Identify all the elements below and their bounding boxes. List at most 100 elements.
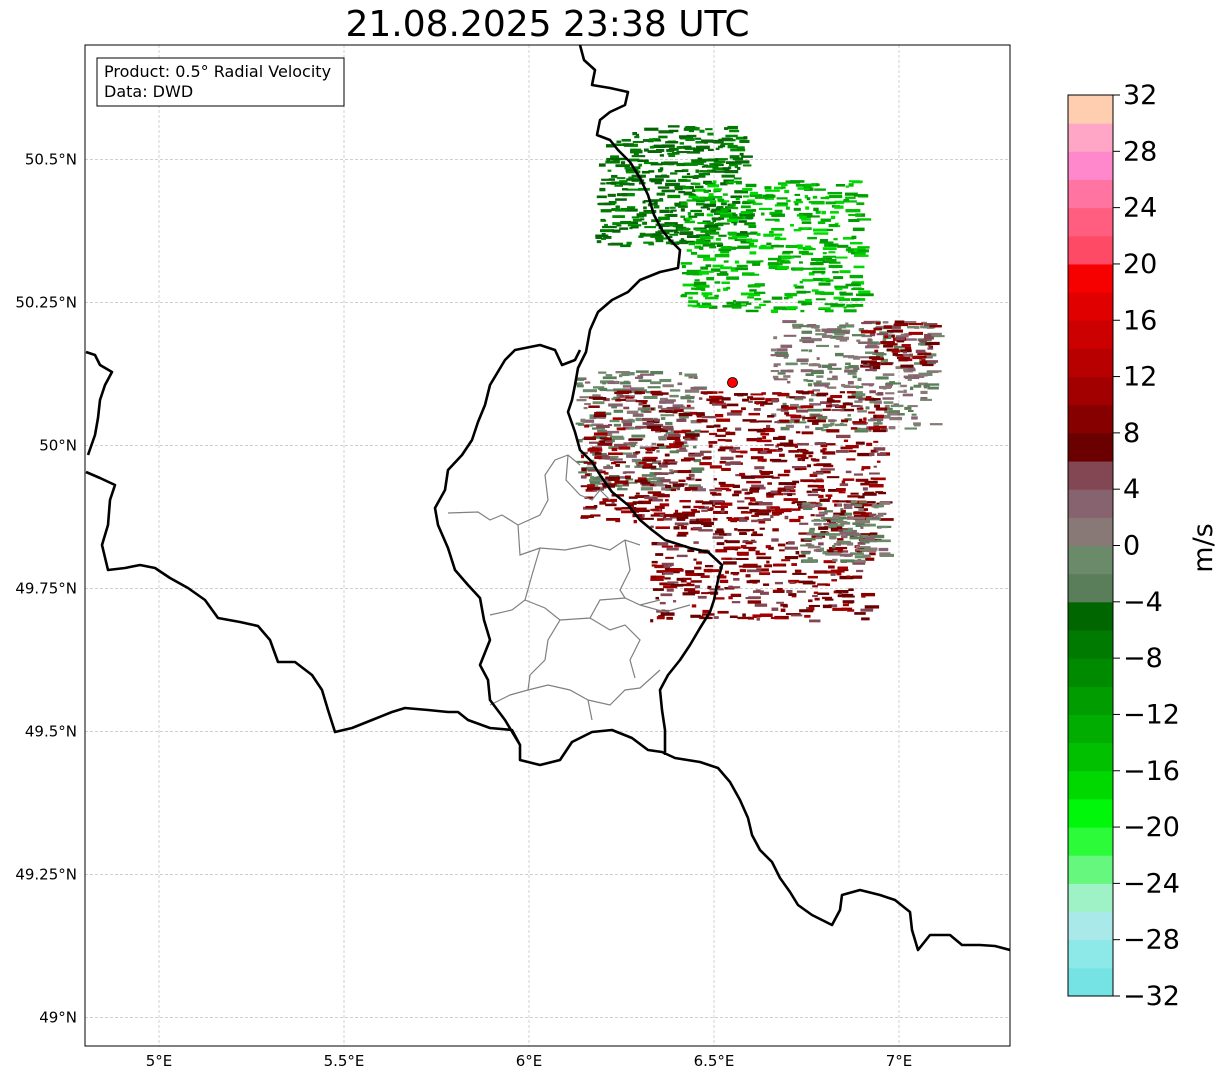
echo-pixel <box>655 480 664 484</box>
echo-pixel <box>679 142 685 145</box>
echo-pixel <box>871 357 884 361</box>
echo-pixel <box>869 540 878 543</box>
echo-pixel <box>734 260 740 264</box>
echo-pixel <box>669 210 674 214</box>
echo-pixel <box>816 357 820 360</box>
echo-pixel <box>801 349 808 352</box>
echo-pixel <box>694 245 701 249</box>
echo-pixel <box>735 234 749 237</box>
echo-pixel <box>874 404 880 408</box>
echo-pixel <box>582 451 588 455</box>
echo-pixel <box>693 458 702 463</box>
echo-pixel <box>703 164 708 168</box>
echo-pixel <box>731 601 741 604</box>
echo-pixel <box>789 403 799 407</box>
echo-pixel <box>700 391 713 394</box>
echo-pixel <box>610 242 623 246</box>
echo-pixel <box>811 258 825 261</box>
echo-pixel <box>873 505 879 509</box>
echo-pixel <box>622 388 636 392</box>
echo-pixel <box>674 522 689 526</box>
echo-pixel <box>667 436 681 441</box>
echo-pixel <box>785 362 798 366</box>
echo-pixel <box>682 436 696 439</box>
echo-pixel <box>736 146 745 150</box>
info-box: Product: 0.5° Radial Velocity Data: DWD <box>96 57 345 107</box>
echo-pixel <box>721 174 735 178</box>
echo-pixel <box>835 404 840 408</box>
echo-pixel <box>795 431 801 434</box>
echo-pixel <box>605 481 612 485</box>
echo-pixel <box>643 148 649 152</box>
echo-pixel <box>806 490 818 494</box>
echo-pixel <box>771 296 783 300</box>
echo-pixel <box>686 172 691 176</box>
echo-pixel <box>587 448 603 452</box>
echo-pixel <box>876 333 889 336</box>
echo-pixel <box>616 427 626 431</box>
echo-pixel <box>920 398 932 401</box>
echo-pixel <box>666 213 678 217</box>
echo-pixel <box>787 493 793 497</box>
echo-pixel <box>697 254 711 258</box>
echo-pixel <box>766 560 770 564</box>
echo-pixel <box>840 509 846 514</box>
echo-pixel <box>608 446 622 450</box>
echo-pixel <box>669 444 677 447</box>
echo-pixel <box>719 212 732 215</box>
echo-pixel <box>904 376 920 380</box>
echo-pixel <box>659 209 670 214</box>
echo-pixel <box>711 217 725 220</box>
echo-pixel <box>576 438 583 443</box>
echo-pixel <box>660 427 674 431</box>
echo-pixel <box>808 272 815 276</box>
echo-pixel <box>649 474 654 478</box>
echo-pixel <box>719 271 728 275</box>
echo-pixel <box>693 196 700 199</box>
echo-pixel <box>605 144 615 148</box>
echo-pixel <box>794 285 804 289</box>
echo-pixel <box>823 424 829 429</box>
echo-pixel <box>865 351 876 354</box>
echo-pixel <box>644 407 656 411</box>
echo-pixel <box>678 412 693 417</box>
echo-pixel <box>617 488 628 491</box>
echo-pixel <box>794 454 807 458</box>
echo-pixel <box>745 574 751 578</box>
echo-pixel <box>635 370 649 373</box>
echo-pixel <box>727 412 742 416</box>
echo-pixel <box>707 304 712 308</box>
echo-pixel <box>705 297 719 300</box>
echo-pixel <box>869 365 874 370</box>
echo-pixel <box>736 264 748 268</box>
echo-pixel <box>872 398 881 401</box>
echo-pixel <box>658 135 668 139</box>
echo-pixel <box>727 125 738 130</box>
echo-pixel <box>576 460 588 463</box>
echo-pixel <box>872 429 887 433</box>
echo-pixel <box>729 155 740 159</box>
echo-pixel <box>690 508 698 512</box>
echo-pixel <box>663 161 678 165</box>
echo-pixel <box>782 488 786 491</box>
colorbar-tick-label: −20 <box>1123 812 1180 843</box>
echo-pixel <box>687 549 695 553</box>
echo-pixel <box>737 238 753 242</box>
echo-pixel <box>664 223 676 227</box>
echo-pixel <box>652 498 663 502</box>
echo-pixel <box>799 215 807 219</box>
echo-pixel <box>740 292 753 296</box>
info-data-source: Data: DWD <box>104 82 193 101</box>
echo-pixel <box>699 270 714 273</box>
echo-pixel <box>828 243 836 247</box>
echo-pixel <box>780 256 795 259</box>
echo-pixel <box>848 450 857 453</box>
echo-pixel <box>707 148 714 152</box>
echo-pixel <box>658 436 668 440</box>
echo-pixel <box>659 582 675 586</box>
echo-pixel <box>651 442 657 446</box>
echo-pixel <box>868 426 881 430</box>
echo-pixel <box>677 382 683 386</box>
echo-pixel <box>715 549 728 553</box>
echo-pixel <box>642 200 646 204</box>
